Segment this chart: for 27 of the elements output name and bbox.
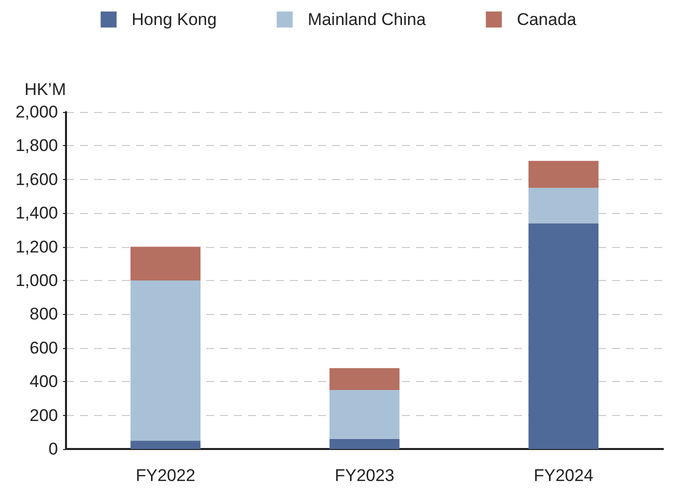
bar (330, 438, 400, 449)
y-tick-label: 400 (30, 372, 58, 392)
y-tick-label: 1,000 (15, 271, 58, 290)
y-tick-label: 0 (48, 440, 58, 458)
legend-label: Hong Kong (132, 10, 217, 29)
bar (528, 160, 598, 188)
x-tick-label: FY2022 (136, 466, 196, 485)
y-tick-label: 1,600 (15, 170, 58, 189)
bar (528, 223, 598, 449)
x-tick-label: FY2024 (534, 466, 594, 485)
bar (330, 368, 400, 390)
legend-label: Canada (516, 10, 577, 29)
y-tick-label: 200 (30, 406, 58, 425)
bar (528, 188, 598, 224)
y-tick-label: 2,000 (15, 102, 58, 122)
y-tick-label: 800 (30, 304, 58, 324)
bar (130, 280, 200, 441)
y-tick-label: 1,400 (15, 204, 58, 223)
bar (130, 440, 200, 449)
y-tick-label: 1,800 (15, 136, 58, 156)
y-tick-label: 1,200 (15, 237, 58, 256)
x-tick-label: FY2023 (334, 466, 394, 485)
y-axis-title: HK’M (24, 80, 66, 99)
y-tick-label: 600 (30, 338, 58, 358)
legend-label: Mainland China (308, 10, 426, 29)
bar (330, 390, 400, 439)
bar (130, 246, 200, 280)
